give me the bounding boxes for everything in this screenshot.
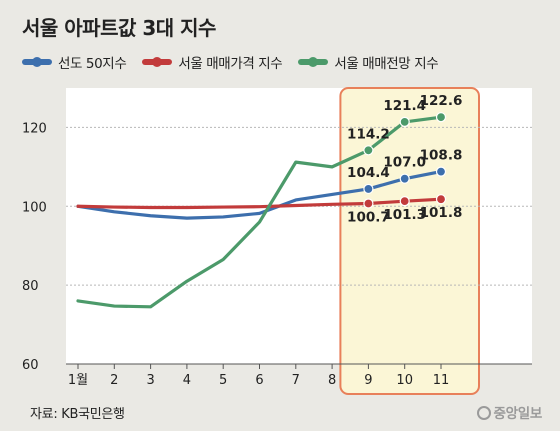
logo-mark-icon — [476, 406, 491, 420]
x-tick-label-5: 6 — [255, 373, 263, 388]
series-1-label-8: 100.7 — [347, 210, 390, 226]
series-0-point-10 — [435, 166, 447, 177]
series-line-2 — [76, 115, 443, 309]
series-2-label-10: 122.6 — [420, 93, 463, 109]
legend-swatch-price-index — [142, 57, 173, 67]
x-tick-label-10: 11 — [433, 373, 450, 388]
chart-title: 서울 아파트값 3대 지수 — [22, 16, 216, 40]
y-tick-label-120: 120 — [22, 121, 47, 136]
series-1-point-10 — [435, 194, 447, 205]
series-1-point-9 — [399, 196, 410, 207]
legend-label-price-index: 서울 매매가격 지수 — [178, 56, 283, 72]
series-1-label-9: 101.3 — [383, 207, 426, 223]
y-tick-label-80: 80 — [22, 279, 39, 294]
x-tick-label-0: 1월 — [68, 373, 88, 388]
x-tick-label-1: 2 — [110, 373, 118, 388]
series-0-label-9: 107.0 — [383, 155, 426, 171]
x-tick-label-4: 5 — [219, 373, 227, 388]
x-tick-label-6: 7 — [292, 373, 300, 388]
y-tick-label-60: 60 — [22, 358, 39, 373]
series-2-point-8 — [363, 145, 374, 156]
x-tick-label-2: 3 — [146, 373, 154, 388]
series-2-label-8: 114.2 — [347, 126, 390, 142]
series-0-point-8 — [363, 183, 374, 195]
series-1-label-10: 101.8 — [420, 205, 463, 221]
highlight-box — [339, 87, 480, 395]
legend-label-outlook-index: 서울 매매전망 지수 — [334, 56, 439, 72]
x-tick-label-9: 10 — [396, 373, 413, 388]
legend-label-leading-50: 선도 50지수 — [58, 56, 127, 72]
series-0-point-9 — [399, 173, 410, 184]
series-0-label-10: 108.8 — [420, 148, 463, 164]
legend-item-outlook-index: 서울 매매전망 지수 — [298, 52, 439, 72]
x-tick-label-8: 9 — [364, 373, 372, 388]
legend-item-leading-50: 선도 50지수 — [22, 52, 127, 72]
series-line-0 — [76, 169, 443, 220]
source-note: 자료: KB국민은행 — [30, 407, 125, 422]
series-2-point-10 — [435, 112, 447, 123]
logo-text: 중앙일보 — [493, 406, 543, 422]
series-0-label-8: 104.4 — [347, 165, 390, 181]
x-tick-label-7: 8 — [328, 373, 336, 388]
series-2-point-9 — [399, 116, 410, 128]
x-tick-label-3: 4 — [183, 373, 191, 388]
series-line-1 — [76, 197, 443, 210]
y-tick-label-100: 100 — [22, 200, 47, 215]
legend: 선도 50지수 서울 매매가격 지수 서울 매매전망 지수 — [22, 52, 439, 72]
series-1-point-8 — [363, 198, 374, 209]
publisher-logo: 중앙일보 — [476, 402, 543, 422]
legend-swatch-outlook-index — [298, 57, 329, 67]
legend-item-price-index: 서울 매매가격 지수 — [142, 52, 283, 72]
series-2-label-9: 121.4 — [383, 98, 426, 114]
legend-swatch-leading-50 — [22, 57, 52, 67]
